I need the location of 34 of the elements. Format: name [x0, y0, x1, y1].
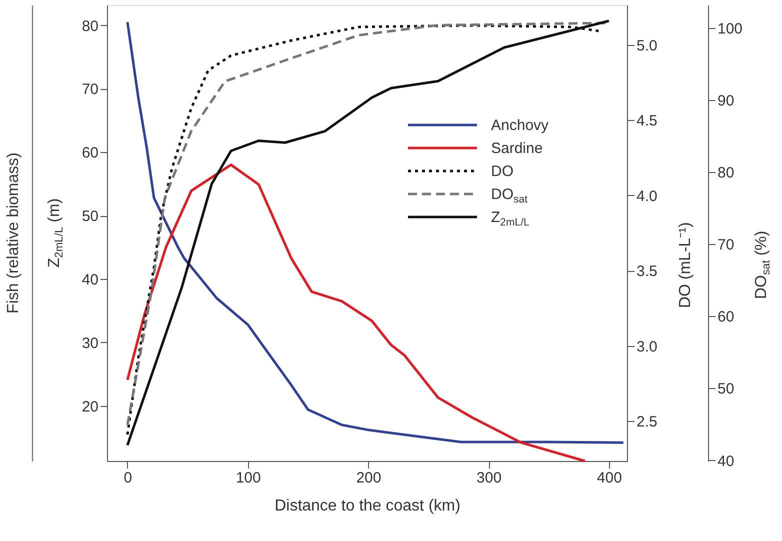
y2-axis-title: DO (mL-L⁻¹) — [677, 222, 694, 308]
y2-tick-label: 4.5 — [636, 112, 658, 130]
y3-tick-label: 40 — [718, 452, 734, 470]
line-series — [126, 164, 586, 462]
x-tick-label: 0 — [124, 470, 132, 486]
x-tick-label: 400 — [596, 470, 622, 486]
x-tick-label: 100 — [236, 470, 261, 486]
x-tick-label: 300 — [476, 470, 502, 486]
text: Fish (relative biomass) — [5, 152, 22, 314]
y-tick-label: 60 — [82, 144, 98, 162]
y-tick-label: 70 — [82, 81, 98, 98]
x-tick-label: 200 — [356, 470, 382, 486]
legend-label: Sardine — [491, 140, 543, 157]
y2-tick-label: 2.5 — [636, 413, 658, 430]
y3-tick-label: 50 — [718, 380, 734, 398]
y-tick-label: 40 — [82, 271, 98, 288]
y3-axis-title: DOsat (%) — [753, 230, 773, 300]
y-axis-title: Z2mL/L (m) — [46, 198, 66, 268]
y-tick-label: 20 — [82, 398, 98, 416]
legend-label: Anchovy — [491, 117, 550, 134]
y-tick-label: 50 — [82, 208, 98, 226]
y-tick-label: 30 — [82, 334, 98, 352]
y3-tick-label: 100 — [718, 20, 743, 38]
legend-label: DO — [491, 163, 514, 180]
y2-tick-label: 4.0 — [636, 188, 658, 205]
y2-tick-label: 3.0 — [636, 338, 658, 356]
y2-tick-label: 5.0 — [636, 38, 658, 55]
y2-tick-label: 3.5 — [636, 263, 658, 280]
y3-tick-label: 60 — [718, 308, 734, 326]
y-tick-label: 80 — [82, 18, 98, 35]
x-axis-title: Distance to the coast (km) — [274, 498, 460, 514]
y3-tick-label: 80 — [718, 164, 734, 182]
y3-tick-label: 70 — [718, 236, 734, 254]
y3-tick-label: 90 — [718, 92, 734, 110]
